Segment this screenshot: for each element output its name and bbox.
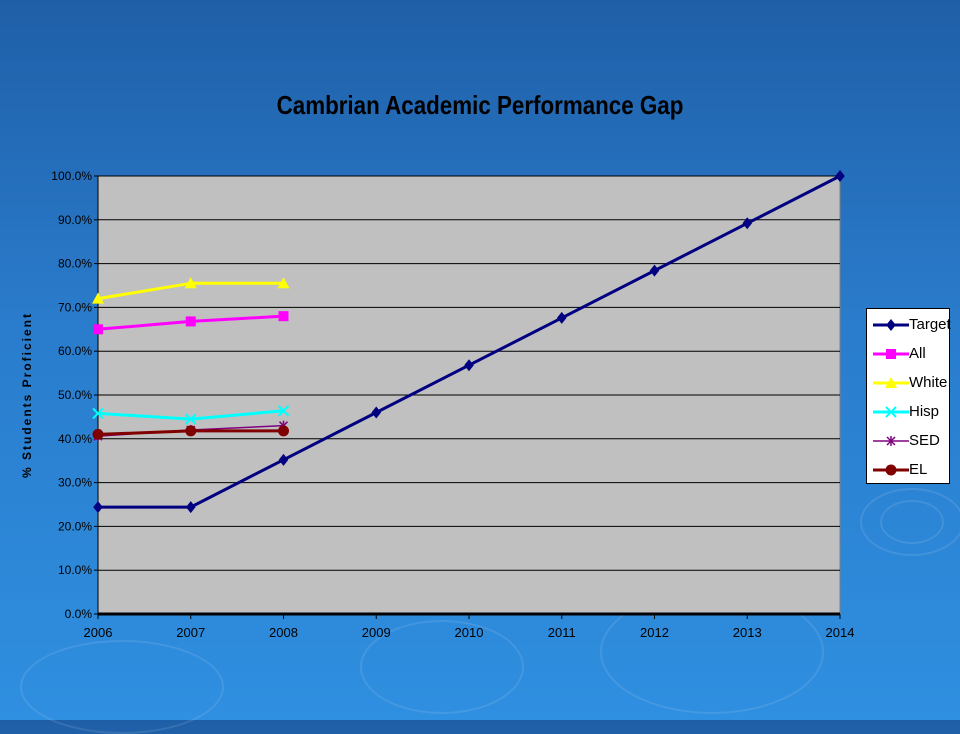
data-point-target xyxy=(464,359,474,372)
legend-label: EL xyxy=(909,461,928,478)
y-tick-label: 100.0% xyxy=(51,169,92,183)
legend-label: Target xyxy=(909,316,951,333)
x-tick-label: 2006 xyxy=(84,625,113,640)
legend-item: White xyxy=(867,371,951,395)
data-point-all xyxy=(93,324,103,335)
y-axis-label: % Students Proficient xyxy=(20,312,34,478)
data-point-target xyxy=(649,264,660,277)
x-tick-label: 2012 xyxy=(640,625,669,640)
data-point-target xyxy=(556,311,567,324)
y-tick-label: 10.0% xyxy=(58,563,92,577)
x-tick-label: 2011 xyxy=(548,625,576,640)
data-point-white xyxy=(92,292,104,304)
legend-item: Hisp xyxy=(867,400,951,424)
x-tick-label: 2007 xyxy=(176,625,205,640)
legend-label: SED xyxy=(909,432,940,449)
data-point-target xyxy=(742,217,753,230)
legend-swatch-white xyxy=(873,377,909,388)
legend-label: Hisp xyxy=(909,403,940,420)
legend-swatch-hisp xyxy=(873,406,909,418)
legend-label: White xyxy=(909,374,948,391)
data-point-el xyxy=(92,428,104,440)
x-tick-label: 2010 xyxy=(455,625,484,640)
data-point-el xyxy=(278,425,289,437)
data-point-hisp xyxy=(277,405,290,417)
y-tick-label: 0.0% xyxy=(65,607,93,621)
legend-item: SED xyxy=(867,429,951,453)
x-tick-label: 2013 xyxy=(733,625,762,640)
data-point-target xyxy=(835,170,845,182)
chart-legend: Target All White Hisp SED EL xyxy=(866,308,951,484)
legend-item: Target xyxy=(867,313,951,337)
data-point-hisp xyxy=(185,413,197,425)
y-tick-label: 90.0% xyxy=(58,213,92,227)
decorative-ripple xyxy=(860,488,960,556)
y-tick-label: 20.0% xyxy=(58,519,92,533)
y-tick-label: 50.0% xyxy=(58,388,92,402)
data-point-target xyxy=(371,406,382,419)
y-tick-label: 70.0% xyxy=(58,300,92,314)
data-point-hisp xyxy=(92,407,104,420)
chart-title: Cambrian Academic Performance Gap xyxy=(276,90,684,120)
y-tick-label: 80.0% xyxy=(58,257,92,271)
legend-swatch-target xyxy=(873,319,909,331)
legend-swatch-el xyxy=(873,464,909,476)
data-point-white xyxy=(277,277,290,289)
y-tick-label: 60.0% xyxy=(58,344,92,358)
data-point-white xyxy=(184,277,197,289)
legend-item: EL xyxy=(867,458,951,482)
legend-item: All xyxy=(867,342,951,366)
x-tick-label: 2014 xyxy=(826,625,855,640)
data-point-target xyxy=(93,501,103,514)
data-point-all xyxy=(278,311,289,322)
y-tick-label: 30.0% xyxy=(58,476,92,490)
legend-swatch-sed xyxy=(873,436,909,446)
data-point-all xyxy=(185,316,196,327)
x-tick-label: 2008 xyxy=(269,625,298,640)
data-point-el xyxy=(185,425,197,437)
legend-label: All xyxy=(909,345,926,362)
y-tick-label: 40.0% xyxy=(58,432,92,446)
legend-swatch-all xyxy=(873,349,909,359)
data-point-target xyxy=(185,501,196,514)
decorative-ripple xyxy=(360,620,524,714)
x-tick-label: 2009 xyxy=(362,625,391,640)
data-point-target xyxy=(278,453,289,466)
